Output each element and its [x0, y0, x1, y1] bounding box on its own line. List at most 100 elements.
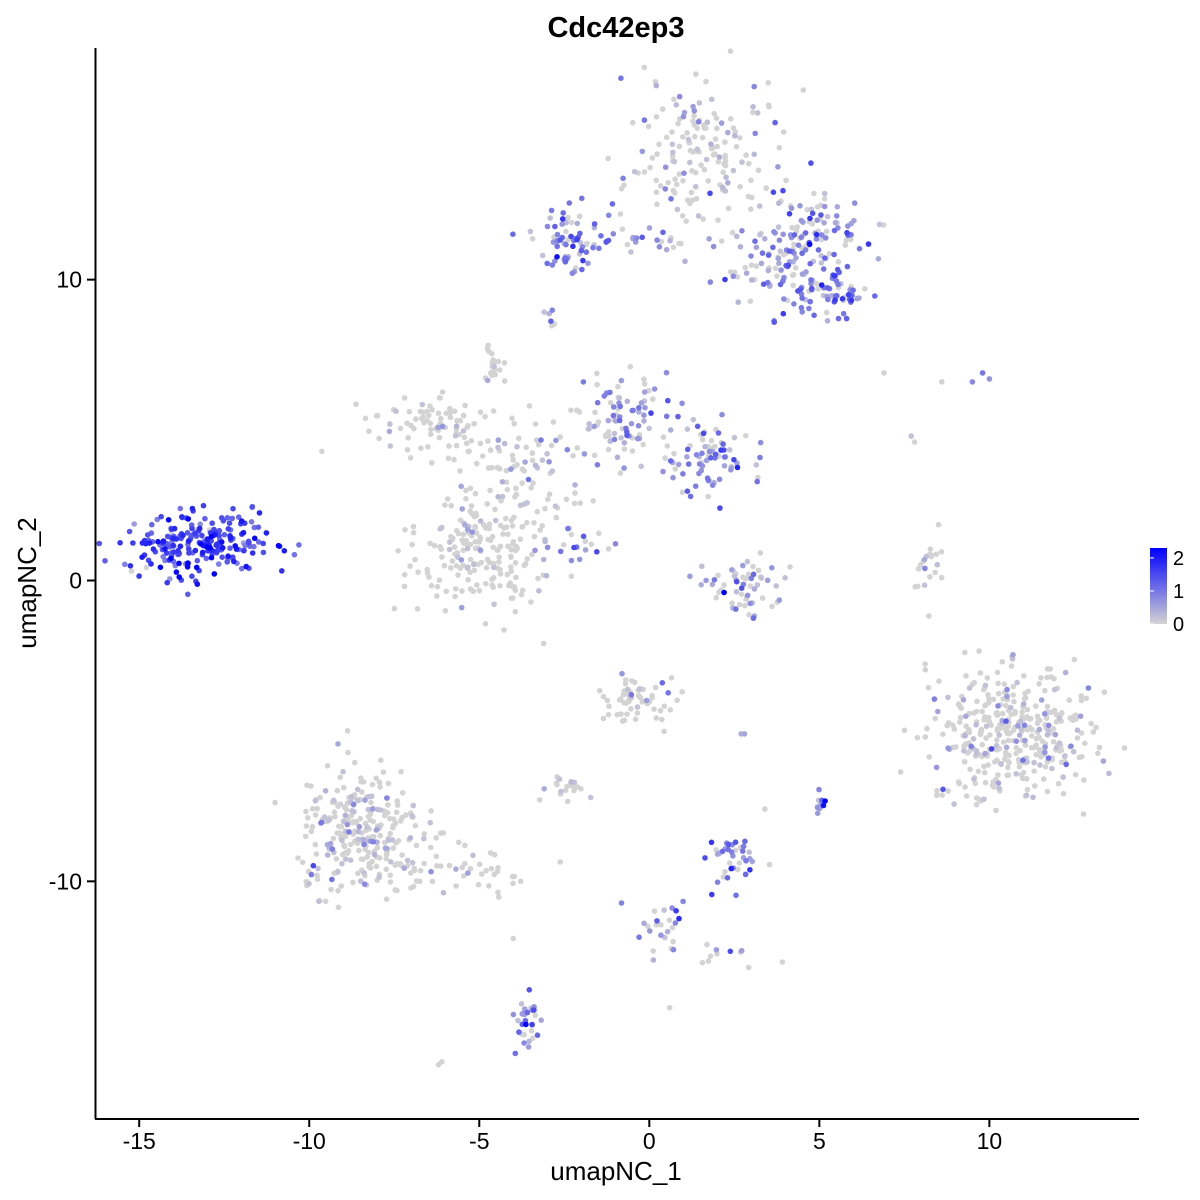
scatter-point — [521, 501, 527, 508]
scatter-point — [759, 250, 766, 256]
scatter-point — [517, 536, 524, 542]
scatter-point — [590, 244, 596, 251]
scatter-point — [776, 597, 783, 603]
scatter-point — [149, 521, 155, 528]
scatter-point — [703, 125, 709, 131]
scatter-point — [526, 1038, 532, 1045]
scatter-point — [322, 788, 329, 794]
scatter-point — [582, 547, 589, 553]
scatter-point — [627, 363, 634, 370]
scatter-point — [1001, 681, 1008, 687]
scatter-point — [594, 381, 600, 388]
scatter-point — [532, 547, 538, 554]
scatter-point — [740, 562, 746, 569]
scatter-point — [865, 241, 872, 247]
scatter-point — [617, 470, 624, 476]
x-axis-ticks: -15 -10 -5 0 5 10 — [123, 1119, 1002, 1154]
scatter-point — [779, 959, 786, 965]
scatter-point — [1045, 727, 1052, 734]
scatter-point — [557, 237, 563, 243]
scatter-point — [795, 288, 801, 294]
scatter-point — [560, 542, 567, 548]
scatter-point — [1052, 731, 1059, 738]
scatter-point — [669, 924, 676, 931]
scatter-point — [170, 535, 177, 542]
scatter-point — [605, 546, 612, 552]
scatter-point — [700, 430, 707, 437]
scatter-point — [419, 401, 426, 408]
scatter-point — [457, 565, 464, 571]
scatter-point — [1016, 732, 1023, 738]
scatter-point — [679, 213, 686, 219]
scatter-point — [645, 923, 651, 930]
scatter-point — [316, 898, 322, 905]
scatter-point — [308, 783, 314, 789]
scatter-point — [775, 255, 782, 262]
scatter-point — [310, 862, 317, 869]
scatter-point — [550, 419, 557, 425]
scatter-point — [708, 141, 714, 147]
scatter-point — [694, 423, 701, 430]
scatter-point — [1055, 780, 1062, 787]
scatter-point — [926, 613, 932, 619]
scatter-point — [957, 703, 963, 709]
scatter-point — [670, 244, 677, 251]
scatter-point — [708, 455, 714, 461]
scatter-point — [684, 426, 691, 433]
scatter-point — [176, 574, 182, 580]
scatter-point — [479, 453, 486, 459]
scatter-point — [652, 684, 659, 691]
scatter-point — [603, 238, 610, 245]
scatter-point — [734, 464, 741, 471]
scatter-point — [489, 576, 495, 583]
scatter-point — [1022, 690, 1028, 697]
scatter-point — [934, 787, 940, 794]
scatter-point — [995, 780, 1002, 786]
scatter-point — [977, 670, 984, 676]
scatter-point — [331, 809, 338, 815]
scatter-point — [504, 486, 511, 493]
scatter-point — [763, 185, 769, 191]
scatter-point — [713, 594, 719, 601]
scatter-point — [240, 529, 247, 536]
scatter-point — [189, 573, 195, 579]
scatter-point — [564, 798, 571, 805]
scatter-point — [554, 781, 560, 788]
scatter-point — [1024, 706, 1031, 713]
scatter-point — [477, 547, 484, 553]
scatter-point — [238, 518, 245, 524]
scatter-point — [588, 541, 595, 548]
scatter-point — [523, 444, 529, 451]
scatter-point — [813, 280, 820, 287]
scatter-point — [982, 779, 989, 786]
scatter-point — [1082, 740, 1088, 747]
scatter-point — [486, 883, 492, 889]
scatter-point — [751, 586, 758, 592]
scatter-point — [564, 783, 570, 790]
scatter-point — [364, 854, 371, 860]
scatter-point — [618, 900, 625, 906]
scatter-point — [1032, 783, 1038, 789]
scatter-point — [747, 867, 753, 873]
scatter-point — [1080, 811, 1087, 817]
scatter-point — [669, 141, 676, 148]
scatter-point — [358, 775, 364, 781]
scatter-point — [762, 236, 768, 242]
scatter-point — [753, 462, 760, 468]
scatter-point — [596, 245, 602, 252]
scatter-point — [770, 244, 776, 251]
scatter-point — [897, 769, 904, 775]
scatter-point — [833, 213, 840, 219]
scatter-point — [235, 514, 242, 520]
scatter-point — [667, 427, 674, 433]
scatter-point — [725, 129, 731, 136]
scatter-point — [765, 102, 772, 108]
scatter-point — [563, 496, 570, 503]
scatter-point — [544, 451, 550, 457]
scatter-point — [526, 403, 533, 409]
scatter-point — [911, 439, 918, 445]
scatter-point — [303, 823, 310, 829]
scatter-point — [780, 129, 787, 135]
scatter-point — [344, 728, 351, 734]
scatter-point — [367, 865, 374, 871]
